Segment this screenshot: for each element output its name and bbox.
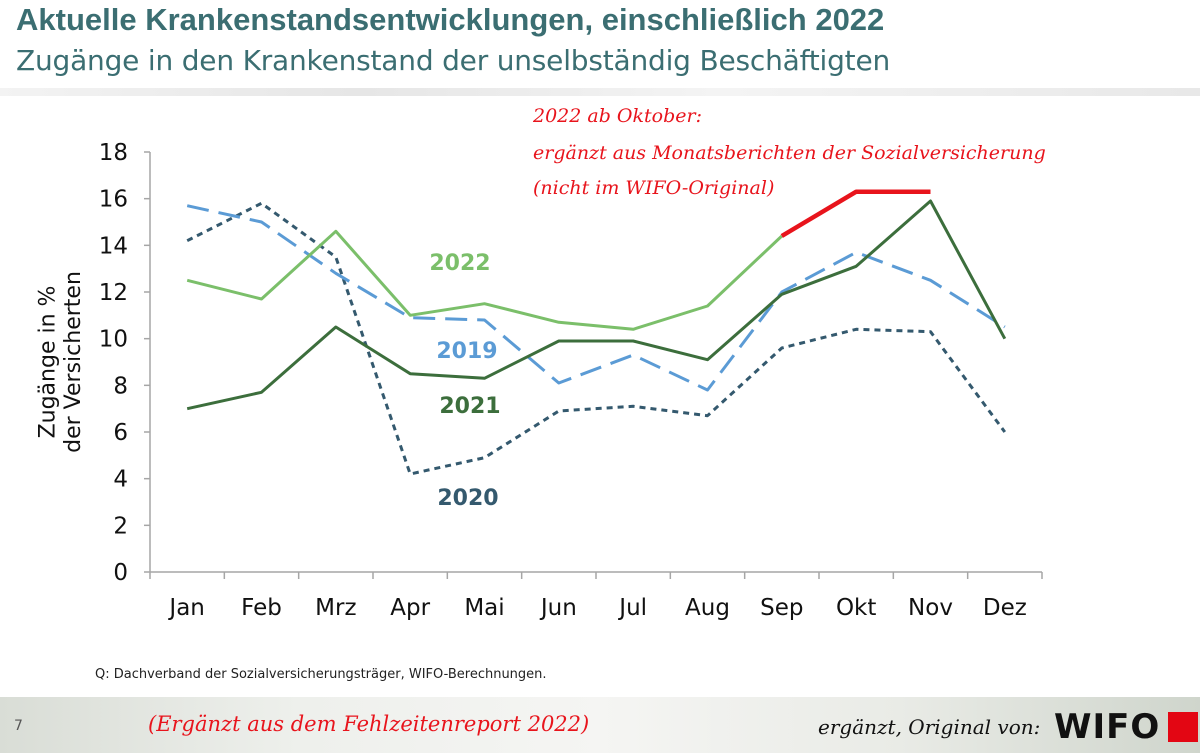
x-tick-label: Jan [167,595,204,621]
y-tick-label: 2 [113,513,128,539]
page-number: 7 [14,718,23,734]
series-line-2022 [186,229,783,331]
footer-right-note: ergänzt, Original von: [818,715,1041,739]
page-subtitle: Zugänge in den Krankenstand der unselbst… [16,44,891,77]
x-tick-label: Jul [617,595,647,621]
x-tick-label: Apr [390,595,430,621]
source-note: Q: Dachverband der Sozialversicherungstr… [95,667,547,682]
x-tick-label: Jun [539,595,577,621]
footer-band [0,697,1200,753]
x-tick-label: Aug [685,595,730,621]
annotation-line-3: (nicht im WIFO-Original) [533,177,774,199]
header-divider [0,88,1200,96]
y-axis-label: Zugänge in %der Versicherten [36,271,86,453]
x-tick-label: Dez [983,595,1027,621]
x-tick-label: Okt [836,595,876,621]
series-label-2019: 2019 [436,339,497,364]
y-tick-label: 12 [99,280,128,306]
y-tick-label: 14 [99,233,128,259]
y-tick-label: 18 [99,140,128,166]
series-line-2021 [186,199,1007,411]
y-tick-label: 16 [99,187,128,213]
series-line-2022-extension [780,189,931,238]
x-tick-label: Sep [760,595,803,621]
wifo-logo-text: WIFO [1054,707,1161,747]
y-tick-label: 0 [113,560,128,586]
series-label-2021: 2021 [439,394,500,419]
series-line-2019 [186,204,1006,392]
x-tick-label: Mrz [315,595,356,621]
footer-left-note: (Ergänzt aus dem Fehlzeitenreport 2022) [148,712,590,736]
wifo-logo-square [1168,712,1199,742]
y-tick-label: 8 [113,373,128,399]
y-tick-label: 6 [113,420,128,446]
page-title: Aktuelle Krankenstandsentwicklungen, ein… [16,2,885,37]
y-tick-label: 10 [99,327,128,353]
annotation-line-1: 2022 ab Oktober: [532,105,702,127]
x-tick-label: Mai [464,595,504,621]
wifo-logo: WIFO [1054,707,1199,747]
y-tick-label: 4 [113,467,128,493]
series-label-2020: 2020 [437,486,498,511]
series-label-2022: 2022 [429,251,490,276]
x-tick-label: Feb [241,595,282,621]
series-line-2020 [186,201,1007,476]
x-tick-label: Nov [908,595,953,621]
annotation-line-2: ergänzt aus Monatsberichten der Sozialve… [533,142,1046,164]
